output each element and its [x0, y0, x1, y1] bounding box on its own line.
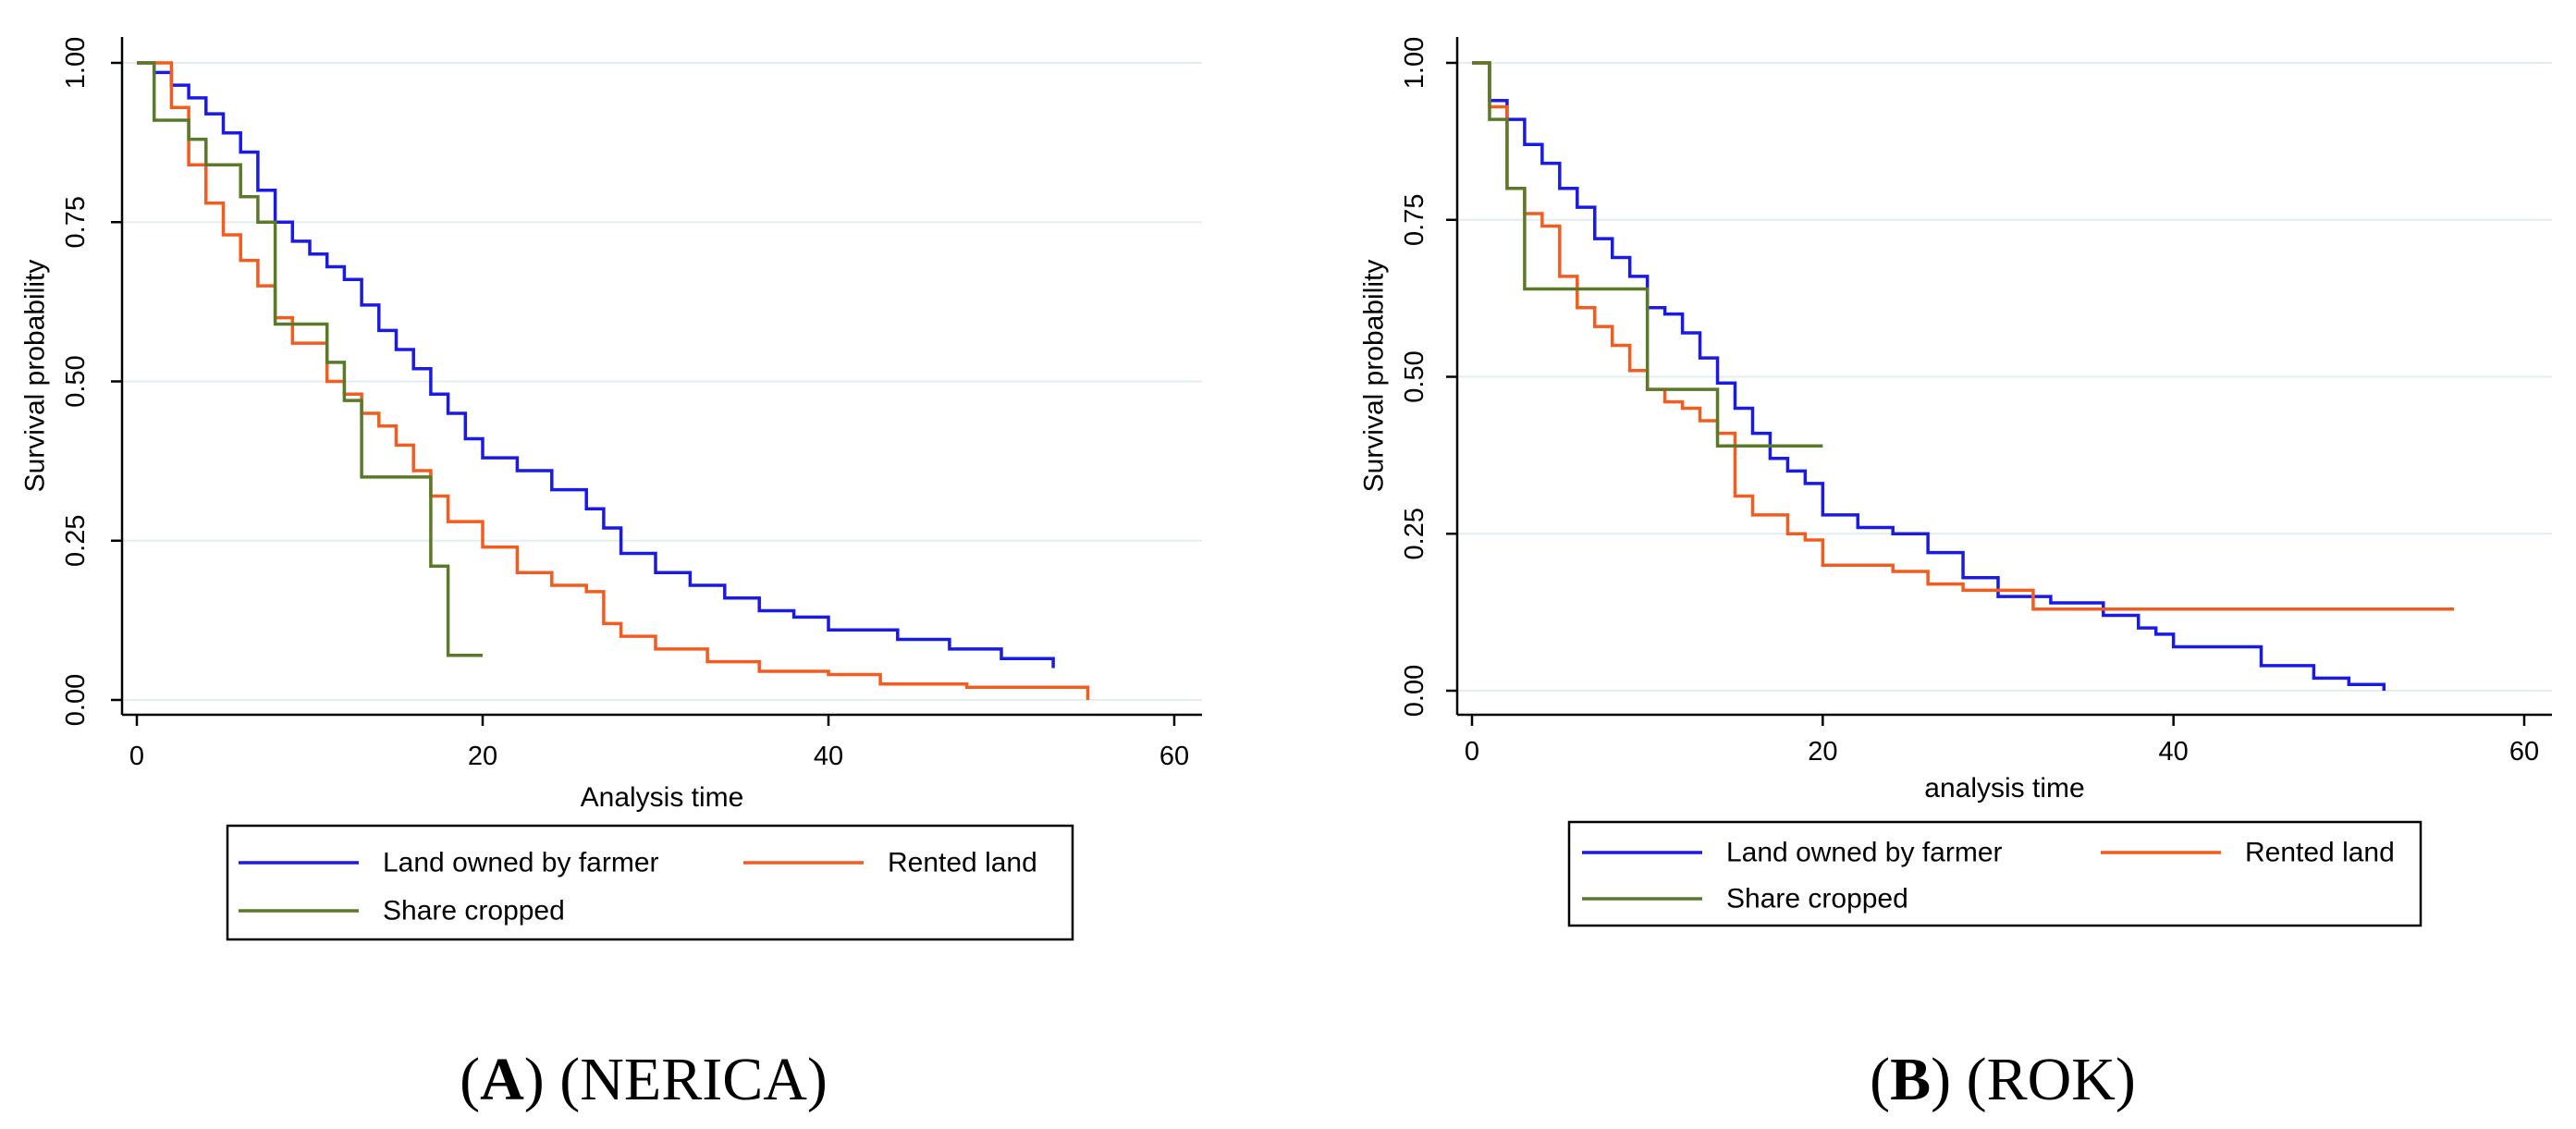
- legend-label: Share cropped: [383, 896, 565, 927]
- legend-label: Land owned by farmer: [383, 848, 659, 878]
- y-tick-label: 0.25: [1400, 508, 1429, 559]
- caption-text: ) (NERICA): [524, 1046, 828, 1113]
- legend-label: Rented land: [888, 848, 1037, 878]
- y-tick-label: 0.75: [61, 196, 91, 248]
- y-tick-label: 0.00: [1400, 665, 1429, 717]
- legend-box: [1567, 820, 2423, 927]
- panel-caption: (A) (NERICA): [460, 1046, 828, 1113]
- x-tick-label: 60: [1159, 742, 1189, 771]
- x-tick-label: 60: [2509, 737, 2539, 767]
- chart-panel-a: 0.00 0.25 0.50 0.75 1.00 0 20 40 60 Analysis time…: [20, 37, 1202, 1113]
- legend: Land owned by farmer Rented land Share cro…: [226, 824, 1074, 941]
- legend-item: Rented land: [2101, 838, 2395, 868]
- legend-label: Share cropped: [1726, 884, 1908, 914]
- y-axis-title: Survival probability: [20, 260, 51, 493]
- caption-open-paren: (: [1870, 1046, 1890, 1113]
- x-tick-label: 20: [468, 742, 497, 771]
- caption-open-paren: (: [460, 1046, 480, 1113]
- legend-item: Share cropped: [239, 896, 565, 927]
- x-tick-label: 20: [1808, 737, 1837, 767]
- legend-item: Land owned by farmer: [1582, 838, 2003, 868]
- x-tick-label: 40: [814, 742, 843, 771]
- legend: Land owned by farmer Rented land Share cro…: [1567, 820, 2423, 927]
- y-tick-label: 0.25: [61, 515, 91, 567]
- panel-caption: (B) (ROK): [1870, 1046, 2136, 1113]
- x-tick-label: 0: [129, 742, 144, 771]
- legend-label: Land owned by farmer: [1726, 838, 2003, 868]
- x-tick-label: 0: [1465, 737, 1479, 767]
- legend-box: [226, 824, 1074, 941]
- y-axis-title: Survival probability: [1359, 260, 1390, 493]
- y-tick-label: 0.75: [1400, 194, 1429, 246]
- caption-text: ) (ROK): [1931, 1046, 2136, 1113]
- series-line-rented-land: [137, 61, 1090, 700]
- y-tick-label: 1.00: [61, 37, 91, 89]
- legend-label: Rented land: [2245, 838, 2395, 868]
- series-line-share-cropped: [1472, 61, 1823, 448]
- y-tick-label: 0.50: [1400, 350, 1429, 402]
- series-line-rented-land: [1472, 61, 2455, 611]
- y-tick-label: 0.50: [61, 355, 91, 407]
- legend-item: Land owned by farmer: [239, 848, 659, 878]
- series-line-land-owned-by-farmer: [137, 61, 1055, 669]
- caption-letter: B: [1890, 1046, 1931, 1113]
- y-tick-label: 1.00: [1400, 37, 1429, 89]
- series-line-land-owned-by-farmer: [1472, 61, 2386, 691]
- x-axis-title: analysis time: [1924, 773, 2084, 804]
- x-tick-label: 40: [2159, 737, 2189, 767]
- caption-letter: A: [480, 1046, 524, 1113]
- y-tick-label: 0.00: [61, 674, 91, 726]
- x-axis-title: Analysis time: [581, 782, 744, 813]
- legend-item: Share cropped: [1582, 884, 1908, 914]
- legend-item: Rented land: [743, 848, 1037, 878]
- series-line-share-cropped: [137, 61, 483, 657]
- chart-panel-b: 0.00 0.25 0.50 0.75 1.00 0 20 40 60 analysis time…: [1359, 37, 2552, 1113]
